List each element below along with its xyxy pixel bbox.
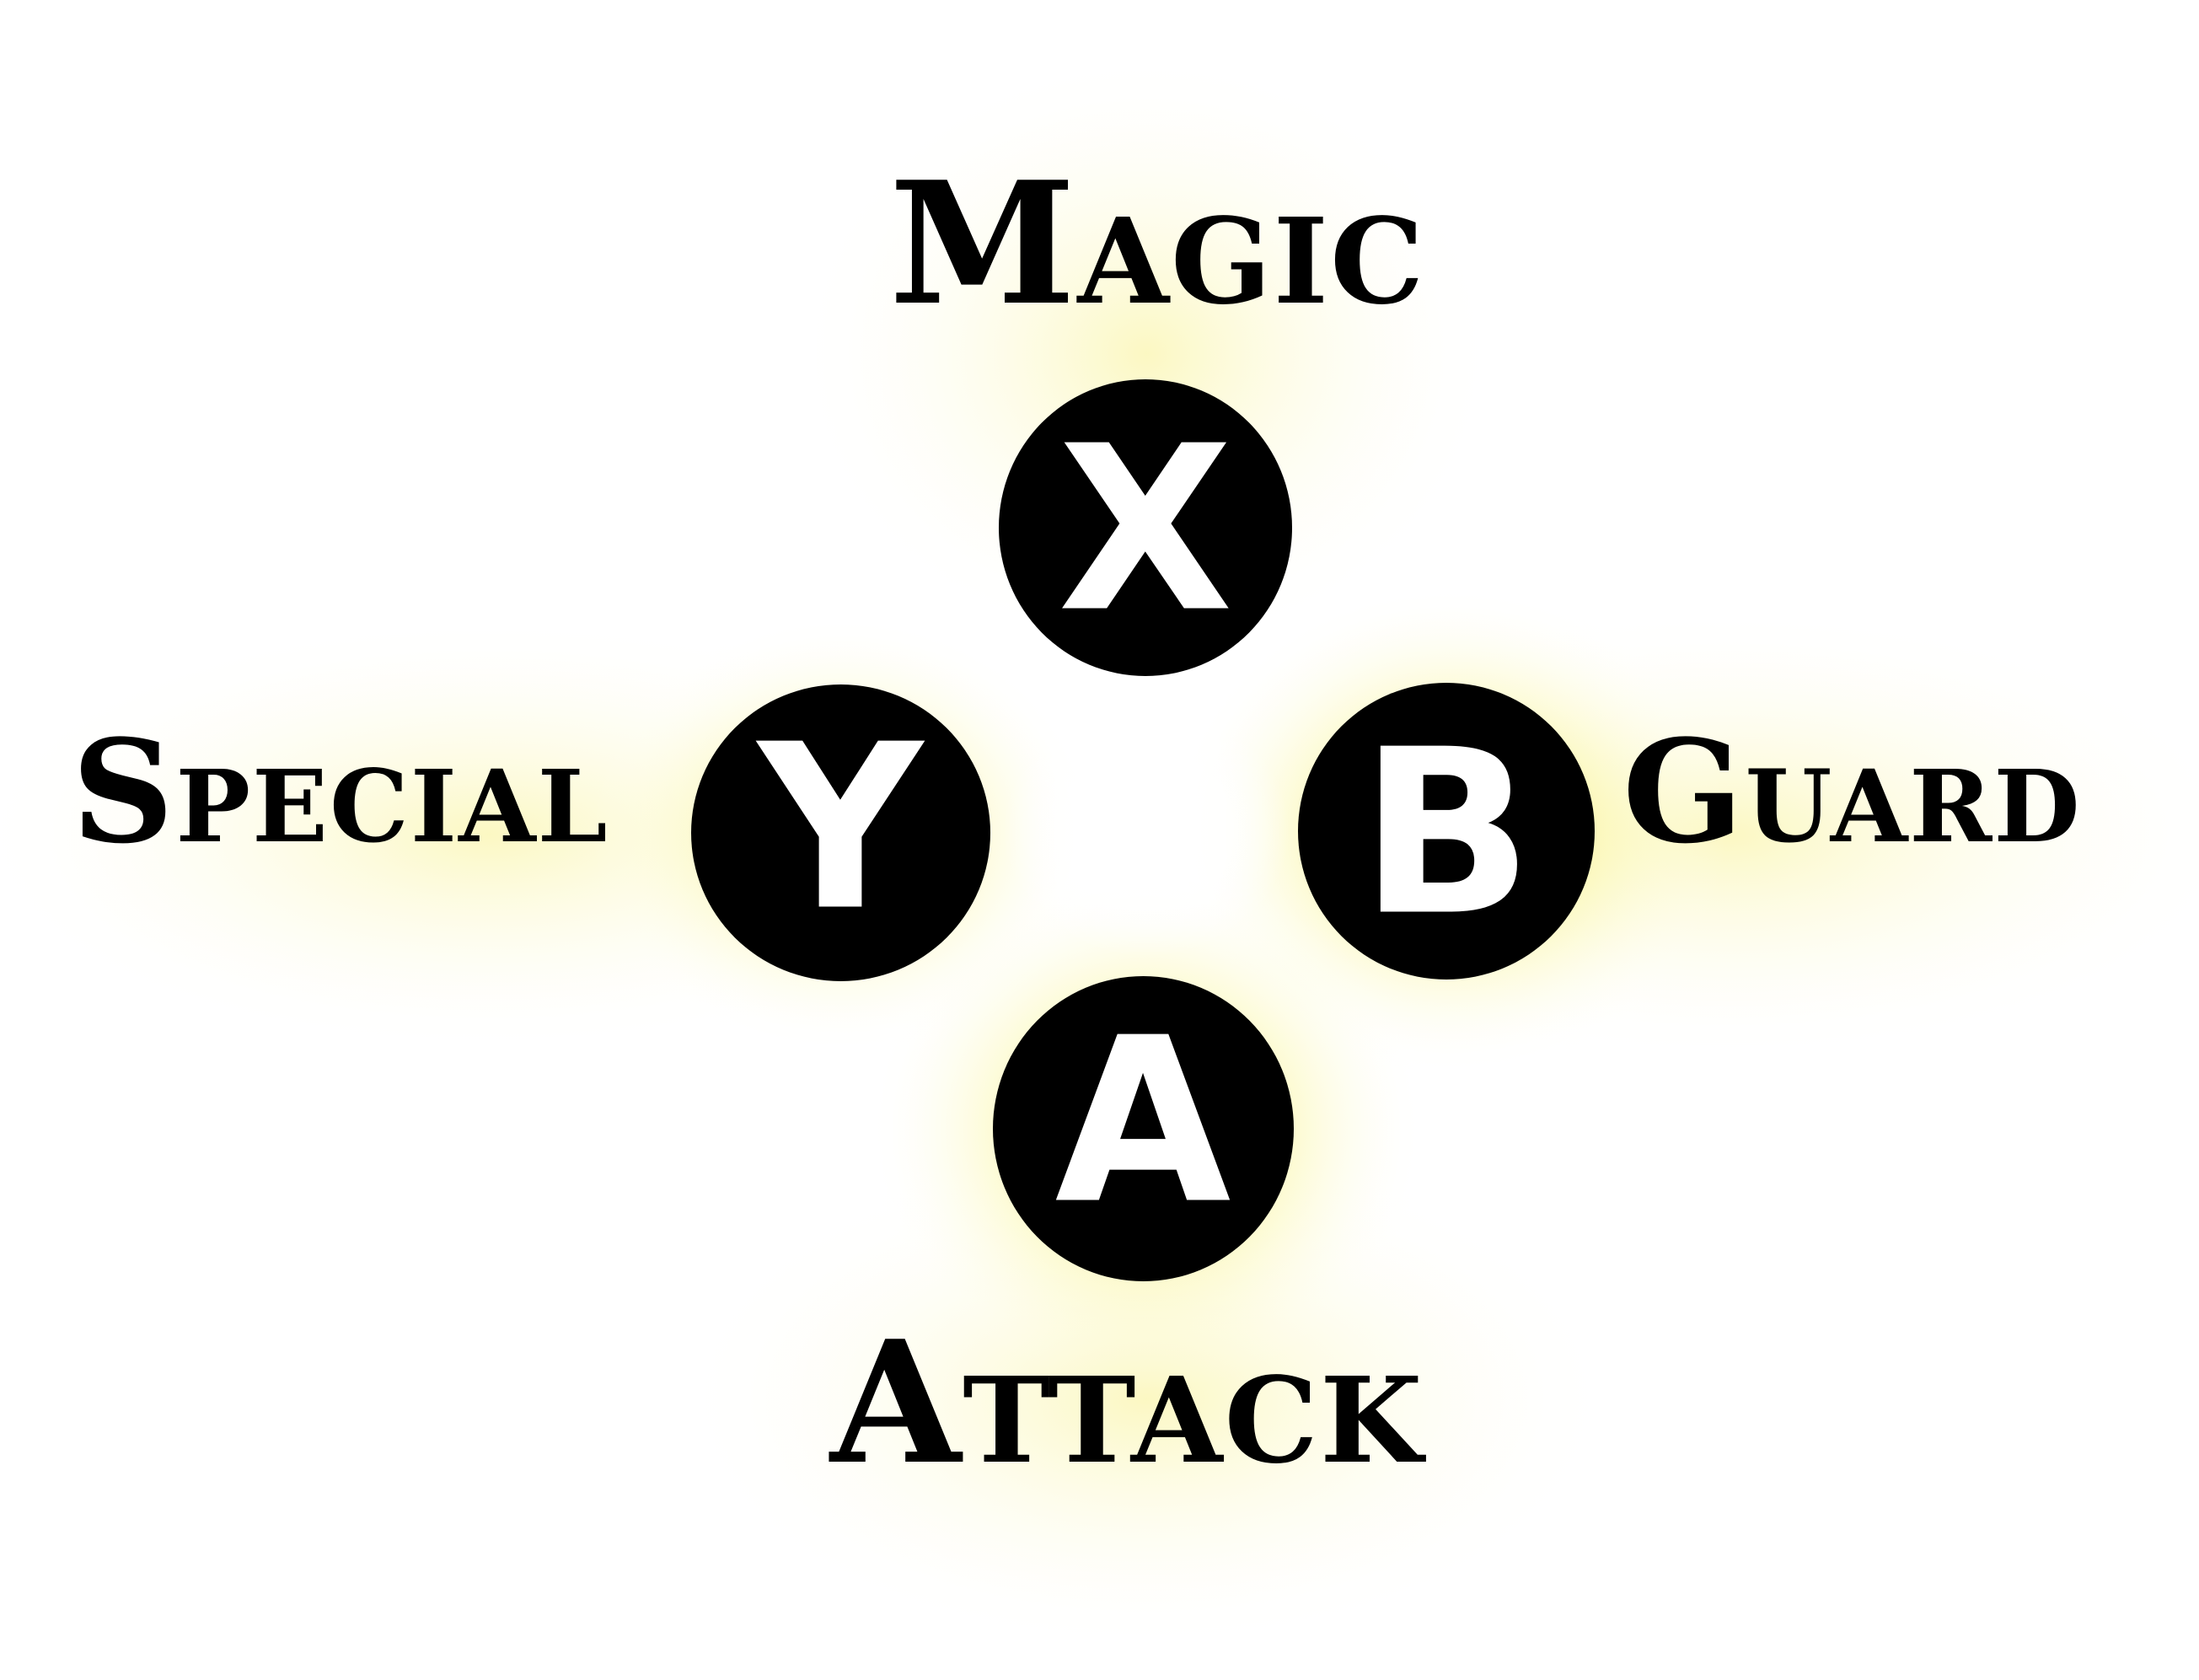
- magic-label: Magic: [889, 145, 1426, 343]
- x-button[interactable]: X: [999, 379, 1292, 676]
- y-button-letter: Y: [754, 695, 925, 961]
- b-button-letter: B: [1360, 700, 1533, 966]
- b-button[interactable]: B: [1298, 683, 1595, 980]
- x-button-letter: X: [1058, 397, 1233, 663]
- y-button[interactable]: Y: [691, 684, 990, 981]
- a-button[interactable]: A: [993, 976, 1294, 1281]
- center-highlight: [1003, 704, 1290, 957]
- a-button-letter: A: [1055, 989, 1233, 1254]
- attack-label: Attack: [830, 1304, 1424, 1502]
- guard-label: Guard: [1622, 708, 2082, 875]
- special-label: Special: [72, 708, 609, 875]
